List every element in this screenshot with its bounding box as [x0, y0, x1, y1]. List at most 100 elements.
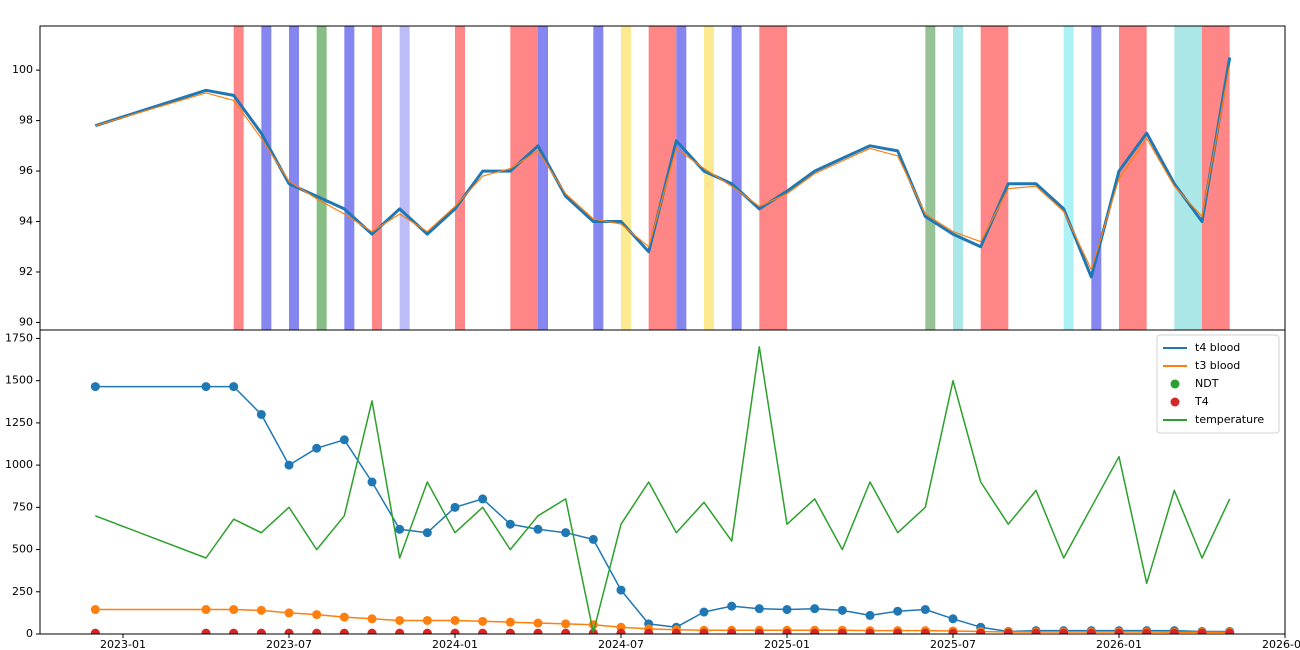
- data-point: [810, 604, 820, 614]
- plot-area: [90, 346, 1235, 634]
- data-point: [1225, 628, 1235, 634]
- data-point: [256, 409, 266, 419]
- data-point: [948, 628, 958, 634]
- shaded-span: [1202, 26, 1230, 330]
- data-point: [505, 519, 515, 529]
- data-point: [671, 628, 681, 634]
- data-point: [284, 460, 294, 470]
- data-point: [533, 628, 543, 634]
- x-tick-label: 2024-01: [432, 638, 478, 650]
- data-point: [256, 628, 266, 634]
- x-tick-label: 2026-07: [1262, 638, 1300, 650]
- shaded-span: [1063, 26, 1074, 330]
- data-point: [920, 605, 930, 615]
- shaded-span: [593, 26, 604, 330]
- plot-area: [94, 26, 1232, 330]
- data-point: [450, 628, 460, 634]
- data-point: [229, 605, 239, 615]
- data-point: [893, 628, 903, 634]
- data-point: [561, 619, 571, 629]
- data-point: [699, 607, 709, 617]
- data-point: [533, 618, 543, 628]
- shaded-span: [953, 26, 963, 330]
- data-point: [367, 477, 377, 487]
- shaded-span: [621, 26, 631, 330]
- data-point: [699, 628, 709, 634]
- data-point: [284, 628, 294, 634]
- data-point: [395, 628, 405, 634]
- data-point: [367, 614, 377, 624]
- data-point: [201, 628, 211, 634]
- data-point: [837, 605, 847, 615]
- shaded-span: [510, 26, 538, 330]
- data-point: [976, 628, 986, 634]
- y-tick-label: 250: [12, 585, 33, 598]
- data-point: [1142, 628, 1152, 634]
- shaded-span: [1174, 26, 1202, 330]
- data-point: [284, 608, 294, 618]
- shaded-span: [289, 26, 299, 330]
- data-point: [229, 628, 239, 634]
- shaded-span: [704, 26, 714, 330]
- data-point: [1086, 628, 1096, 634]
- data-point: [339, 435, 349, 445]
- data-point: [1031, 628, 1041, 634]
- y-tick-label: 94: [19, 215, 33, 228]
- legend-label: temperature: [1195, 413, 1264, 426]
- data-point: [422, 528, 432, 538]
- data-point: [837, 628, 847, 634]
- shaded-span: [261, 26, 272, 330]
- x-tick-label: 2023-01: [100, 638, 146, 650]
- data-point: [339, 612, 349, 622]
- x-tick-label: 2023-07: [266, 638, 312, 650]
- legend-label: t4 blood: [1195, 341, 1240, 354]
- data-point: [450, 502, 460, 512]
- data-point: [782, 605, 792, 615]
- shaded-span: [648, 26, 677, 330]
- y-tick-label: 90: [19, 315, 33, 328]
- y-tick-label: 98: [19, 114, 33, 127]
- y-tick-label: 100: [12, 63, 33, 76]
- data-point: [1059, 628, 1069, 634]
- data-point: [865, 610, 875, 620]
- data-point: [754, 628, 764, 634]
- data-point: [1114, 628, 1124, 634]
- data-point: [256, 605, 266, 615]
- data-point: [478, 616, 488, 626]
- data-point: [90, 628, 100, 634]
- data-point: [561, 528, 571, 538]
- shaded-span: [1119, 26, 1147, 330]
- data-point: [644, 628, 654, 634]
- shaded-span: [925, 26, 936, 330]
- y-tick-label: 1750: [5, 331, 33, 344]
- y-tick-label: 92: [19, 265, 33, 278]
- data-point: [478, 494, 488, 504]
- shaded-span: [980, 26, 1009, 330]
- data-point: [1003, 628, 1013, 634]
- data-point: [727, 601, 737, 611]
- shaded-span: [455, 26, 465, 330]
- series-line: [95, 385, 1230, 633]
- legend-label: T4: [1194, 395, 1209, 408]
- data-point: [616, 628, 626, 634]
- data-point: [893, 606, 903, 616]
- y-tick-label: 1250: [5, 416, 33, 429]
- data-point: [865, 628, 875, 634]
- shaded-span: [316, 26, 327, 330]
- y-tick-label: 0: [26, 627, 33, 640]
- data-point: [201, 605, 211, 615]
- shaded-span: [731, 26, 742, 330]
- data-point: [754, 604, 764, 614]
- y-tick-label: 500: [12, 543, 33, 556]
- x-tick-label: 2026-01: [1096, 638, 1142, 650]
- data-point: [727, 628, 737, 634]
- data-point: [1169, 628, 1179, 634]
- x-tick-label: 2024-07: [598, 638, 644, 650]
- data-point: [782, 628, 792, 634]
- data-point: [588, 534, 598, 544]
- shaded-span: [399, 26, 410, 330]
- data-point: [505, 617, 515, 627]
- y-tick-label: 96: [19, 164, 33, 177]
